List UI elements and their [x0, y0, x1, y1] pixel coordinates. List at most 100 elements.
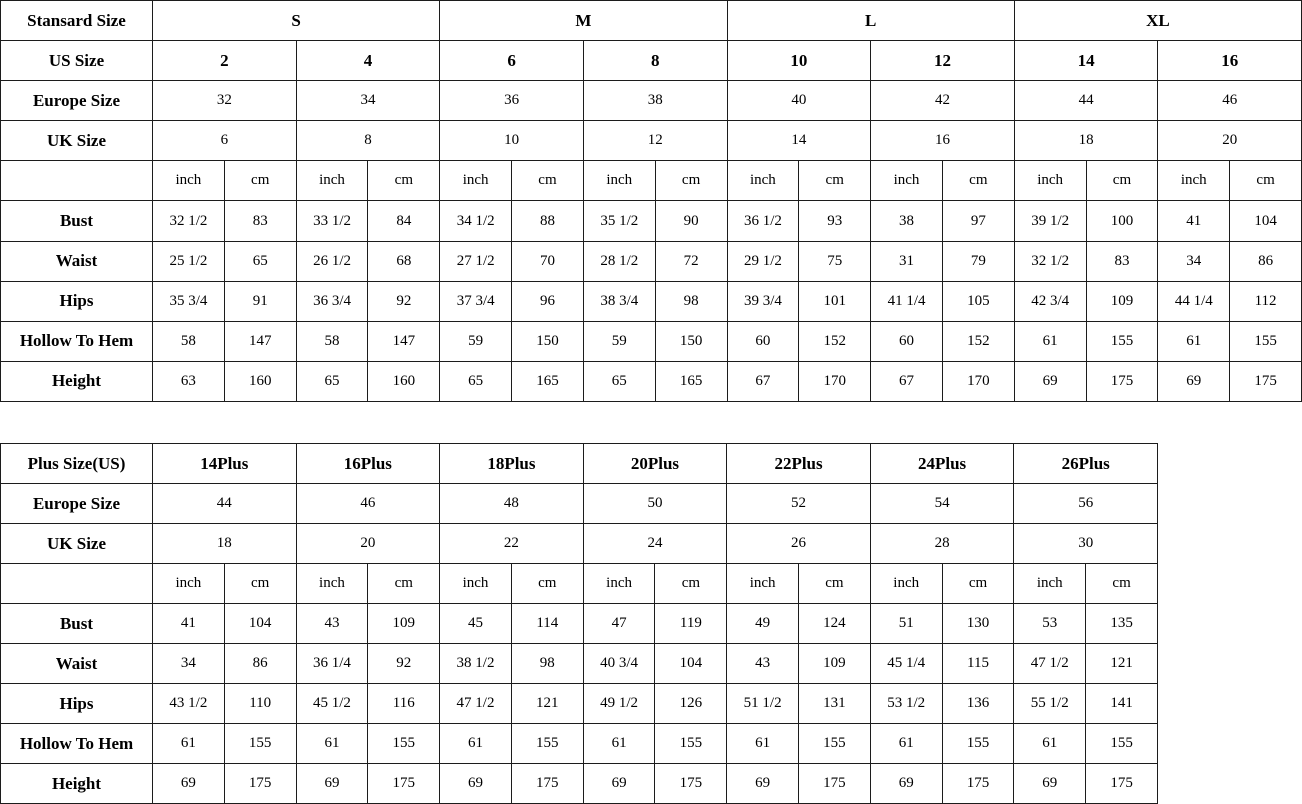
- value-cell: 175: [1085, 360, 1159, 403]
- value-cell: 68: [367, 240, 441, 282]
- value-cell: inch: [1013, 160, 1087, 202]
- value-cell: 41 1/4: [870, 280, 943, 322]
- value-cell: 104: [1229, 200, 1302, 242]
- value-cell: 155: [1229, 320, 1302, 362]
- value-cell: 141: [1085, 683, 1158, 724]
- value-cell: 65: [439, 360, 513, 403]
- value-cell: 8: [295, 120, 441, 162]
- value-cell: 110: [223, 683, 297, 724]
- value-cell: 43: [726, 643, 800, 684]
- standard-size-table: Stansard Size S M L XL US Size 2 4 6 8 10 12 14 16 Eur…: [0, 0, 1302, 403]
- table-row: inch cm inch cm inch cm inch cm inch cm inch cm inch…: [0, 160, 1302, 202]
- value-cell: 69: [439, 763, 512, 804]
- value-cell: 14Plus: [152, 443, 297, 484]
- value-cell: S: [151, 0, 441, 42]
- value-cell: 135: [1085, 603, 1158, 644]
- value-cell: 147: [223, 320, 297, 362]
- row-label-cell: Waist: [0, 240, 153, 282]
- value-cell: 58: [295, 320, 369, 362]
- value-cell: cm: [798, 563, 871, 604]
- value-cell: 28 1/2: [582, 240, 656, 282]
- value-cell: 175: [367, 763, 441, 804]
- value-cell: 175: [510, 763, 584, 804]
- value-cell: cm: [367, 563, 441, 604]
- value-cell: 18: [1013, 120, 1159, 162]
- value-cell: 72: [654, 240, 728, 282]
- table-row: UK Size 18 20 22 24 26 28 30: [0, 523, 1158, 564]
- value-cell: cm: [510, 563, 584, 604]
- value-cell: cm: [654, 563, 728, 604]
- value-cell: 38 1/2: [439, 643, 512, 684]
- value-cell: cm: [367, 160, 441, 202]
- value-cell: 92: [367, 643, 441, 684]
- value-cell: 24Plus: [869, 443, 1015, 484]
- value-cell: 32 1/2: [152, 200, 225, 242]
- value-cell: 36 1/4: [295, 643, 369, 684]
- value-cell: cm: [941, 160, 1015, 202]
- value-cell: 45: [439, 603, 512, 644]
- value-cell: 16: [870, 120, 1015, 162]
- value-cell: cm: [223, 563, 297, 604]
- value-cell: 42 3/4: [1013, 280, 1087, 322]
- value-cell: inch: [295, 563, 369, 604]
- value-cell: 47 1/2: [1013, 643, 1087, 684]
- value-cell: 69: [1157, 360, 1231, 403]
- value-cell: 46: [295, 483, 441, 524]
- value-cell: 14: [1013, 40, 1159, 82]
- value-cell: 32: [152, 80, 297, 122]
- value-cell: 155: [941, 723, 1015, 764]
- row-label-cell: UK Size: [0, 523, 153, 564]
- value-cell: 65: [223, 240, 297, 282]
- row-label-cell: Height: [0, 360, 153, 403]
- value-cell: 22Plus: [726, 443, 871, 484]
- table-row: Hollow To Hem 58 147 58 147 59 150 59 150 60 152 60…: [0, 320, 1302, 362]
- value-cell: 61: [1013, 723, 1087, 764]
- value-cell: inch: [869, 563, 943, 604]
- value-cell: 155: [367, 723, 441, 764]
- row-label-cell: Plus Size(US): [0, 443, 153, 484]
- value-cell: 34 1/2: [439, 200, 513, 242]
- value-cell: 97: [941, 200, 1015, 242]
- value-cell: 22: [439, 523, 584, 564]
- value-cell: inch: [295, 160, 369, 202]
- value-cell: 27 1/2: [439, 240, 513, 282]
- value-cell: 175: [1085, 763, 1158, 804]
- value-cell: 43 1/2: [152, 683, 225, 724]
- value-cell: 175: [223, 763, 297, 804]
- value-cell: 105: [941, 280, 1015, 322]
- value-cell: 37 3/4: [439, 280, 513, 322]
- table-row: Europe Size 44 46 48 50 52 54 56: [0, 483, 1158, 524]
- row-label-cell: Europe Size: [0, 483, 153, 524]
- value-cell: 8: [582, 40, 728, 82]
- value-cell: 48: [439, 483, 584, 524]
- value-cell: 44: [1013, 80, 1159, 122]
- value-cell: inch: [152, 160, 225, 202]
- value-cell: 69: [1013, 360, 1087, 403]
- value-cell: 34: [152, 643, 225, 684]
- value-cell: 38: [870, 200, 943, 242]
- row-label-cell: Waist: [0, 643, 153, 684]
- row-label-cell: Hips: [0, 280, 153, 322]
- value-cell: 53 1/2: [869, 683, 943, 724]
- value-cell: 96: [511, 280, 584, 322]
- value-cell: 79: [941, 240, 1015, 282]
- value-cell: 28: [869, 523, 1015, 564]
- value-cell: 147: [367, 320, 441, 362]
- value-cell: 26: [726, 523, 871, 564]
- value-cell: inch: [439, 160, 513, 202]
- value-cell: 47 1/2: [439, 683, 512, 724]
- value-cell: cm: [1229, 160, 1302, 202]
- value-cell: 20: [295, 523, 441, 564]
- value-cell: 38: [582, 80, 728, 122]
- value-cell: inch: [726, 160, 800, 202]
- value-cell: 30: [1013, 523, 1158, 564]
- row-label-cell: [0, 160, 153, 202]
- value-cell: 14: [726, 120, 872, 162]
- value-cell: 45 1/2: [295, 683, 369, 724]
- value-cell: 12: [870, 40, 1015, 82]
- value-cell: 35 1/2: [582, 200, 656, 242]
- value-cell: 12: [582, 120, 728, 162]
- value-cell: cm: [1085, 160, 1159, 202]
- value-cell: 25 1/2: [152, 240, 225, 282]
- value-cell: 34: [1157, 240, 1231, 282]
